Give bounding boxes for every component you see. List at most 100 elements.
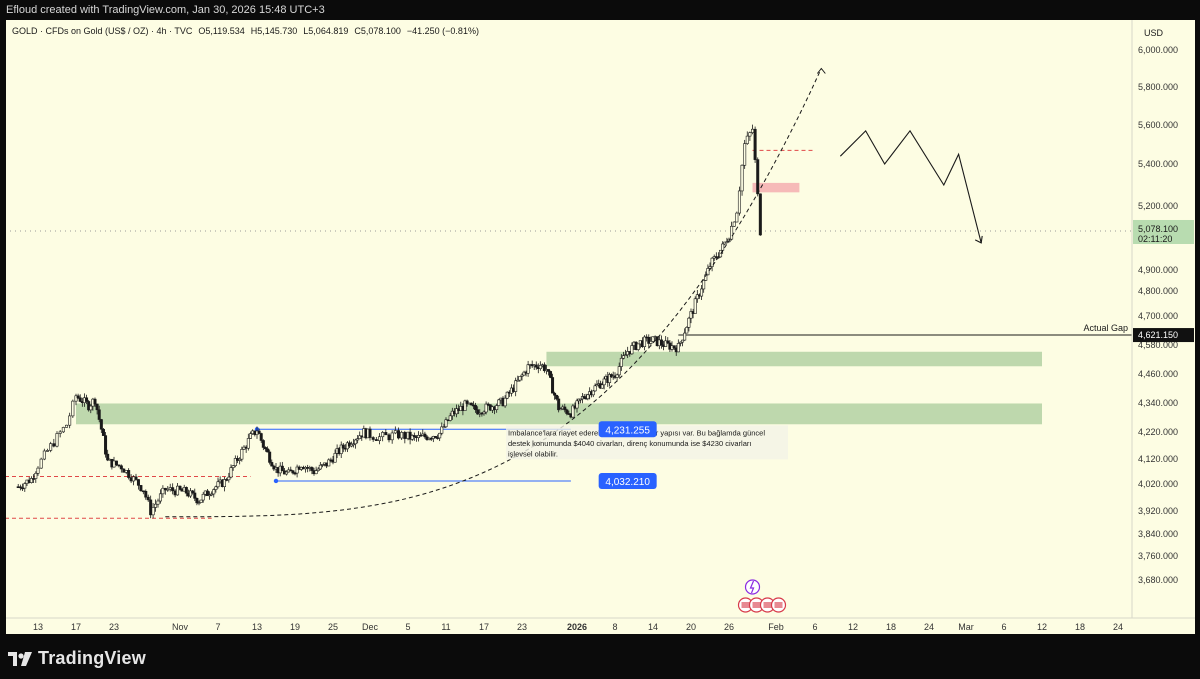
candle <box>122 468 126 473</box>
time-tick-label: 23 <box>109 622 119 632</box>
price-chart[interactable]: USD 3,680.000 3,760.000 3,840.000 3,920.000 4… <box>6 20 1195 634</box>
candle <box>117 464 121 468</box>
candle <box>354 438 358 449</box>
candle <box>530 360 534 368</box>
candle <box>559 407 563 411</box>
candle <box>191 489 195 495</box>
chart-area[interactable]: USD 3,680.000 3,760.000 3,840.000 3,920.000 4… <box>6 20 1195 634</box>
legend-close: C5,078.100 <box>354 26 401 36</box>
candle <box>753 126 757 163</box>
time-tick-label: 17 <box>479 622 489 632</box>
time-tick-label: 7 <box>215 622 220 632</box>
candle-body <box>582 396 586 399</box>
candle <box>304 465 308 473</box>
tradingview-logo[interactable]: TradingView <box>8 648 146 669</box>
candle-body <box>74 395 78 402</box>
candle-body <box>534 364 538 368</box>
candle-body <box>173 490 177 496</box>
candle <box>565 408 569 416</box>
candle-body <box>617 366 621 376</box>
candle <box>621 351 625 360</box>
candle-body <box>687 317 691 328</box>
candle-body <box>579 398 583 401</box>
candle-body <box>95 403 99 411</box>
candle <box>64 424 68 428</box>
time-tick-label: Mar <box>958 622 974 632</box>
candle <box>516 375 520 382</box>
candle-body <box>538 364 542 369</box>
candle <box>549 370 553 379</box>
candle-body <box>615 374 619 378</box>
candle-body <box>104 435 108 455</box>
candle-body <box>36 467 40 474</box>
candle-body <box>151 507 155 516</box>
candle-body <box>748 132 752 137</box>
candle <box>78 394 82 403</box>
candle-body <box>368 428 372 438</box>
candle <box>36 466 40 476</box>
candle-body <box>549 371 553 378</box>
time-tick-label: Dec <box>362 622 379 632</box>
candle-body <box>412 435 416 437</box>
candle <box>651 336 655 342</box>
legend-change: −41.250 (−0.81%) <box>407 26 479 36</box>
candle <box>134 473 138 481</box>
candle-body <box>571 405 575 418</box>
candle <box>161 485 165 498</box>
candle-body <box>702 280 706 290</box>
candle-body <box>526 364 530 374</box>
candle <box>212 488 216 498</box>
price-tick-label: 4,460.000 <box>1138 369 1178 379</box>
candle <box>615 373 619 382</box>
candle-body <box>595 384 599 387</box>
candle <box>689 308 693 324</box>
candle <box>246 433 250 451</box>
candle-body <box>546 369 550 372</box>
candle <box>563 403 567 413</box>
candle <box>310 466 314 475</box>
candle-body <box>753 128 757 160</box>
candle <box>195 497 199 506</box>
candle-body <box>78 397 82 402</box>
projection-path <box>839 129 982 244</box>
candle <box>440 422 444 436</box>
candle <box>119 464 123 473</box>
candle <box>74 393 78 406</box>
candle-body <box>208 494 212 497</box>
candle <box>197 500 201 506</box>
level-high-label: 4,231.255 <box>605 425 650 436</box>
candle <box>687 316 691 332</box>
candle-body <box>608 374 612 383</box>
candle <box>289 466 293 472</box>
candle-body <box>393 430 397 434</box>
candle-body <box>377 436 381 441</box>
candle-body <box>49 443 53 451</box>
candle-body <box>559 408 563 411</box>
candle-body <box>146 496 150 501</box>
candle <box>189 487 193 498</box>
candle-body <box>58 431 62 434</box>
candle-body <box>469 402 473 406</box>
candle <box>735 211 739 223</box>
candle <box>316 467 320 472</box>
candle-body <box>593 385 597 392</box>
candle-body <box>381 432 385 438</box>
candle-body <box>295 466 299 474</box>
candle-body <box>410 435 414 440</box>
candle <box>18 484 22 491</box>
candle-body <box>122 468 126 473</box>
level-high-label-bg <box>598 421 657 438</box>
price-tick-label: 4,020.000 <box>1138 479 1178 489</box>
candle-body <box>706 268 710 276</box>
candle-body <box>61 427 65 433</box>
candle <box>154 499 158 512</box>
candle-body <box>39 458 43 469</box>
candle-body <box>666 340 670 344</box>
candle-body <box>497 399 501 406</box>
price-tick-label: 6,000.000 <box>1138 45 1178 55</box>
candle <box>582 393 586 400</box>
candle-body <box>710 257 714 267</box>
candle <box>104 432 108 458</box>
candle-body <box>216 481 220 488</box>
candle <box>553 391 557 400</box>
